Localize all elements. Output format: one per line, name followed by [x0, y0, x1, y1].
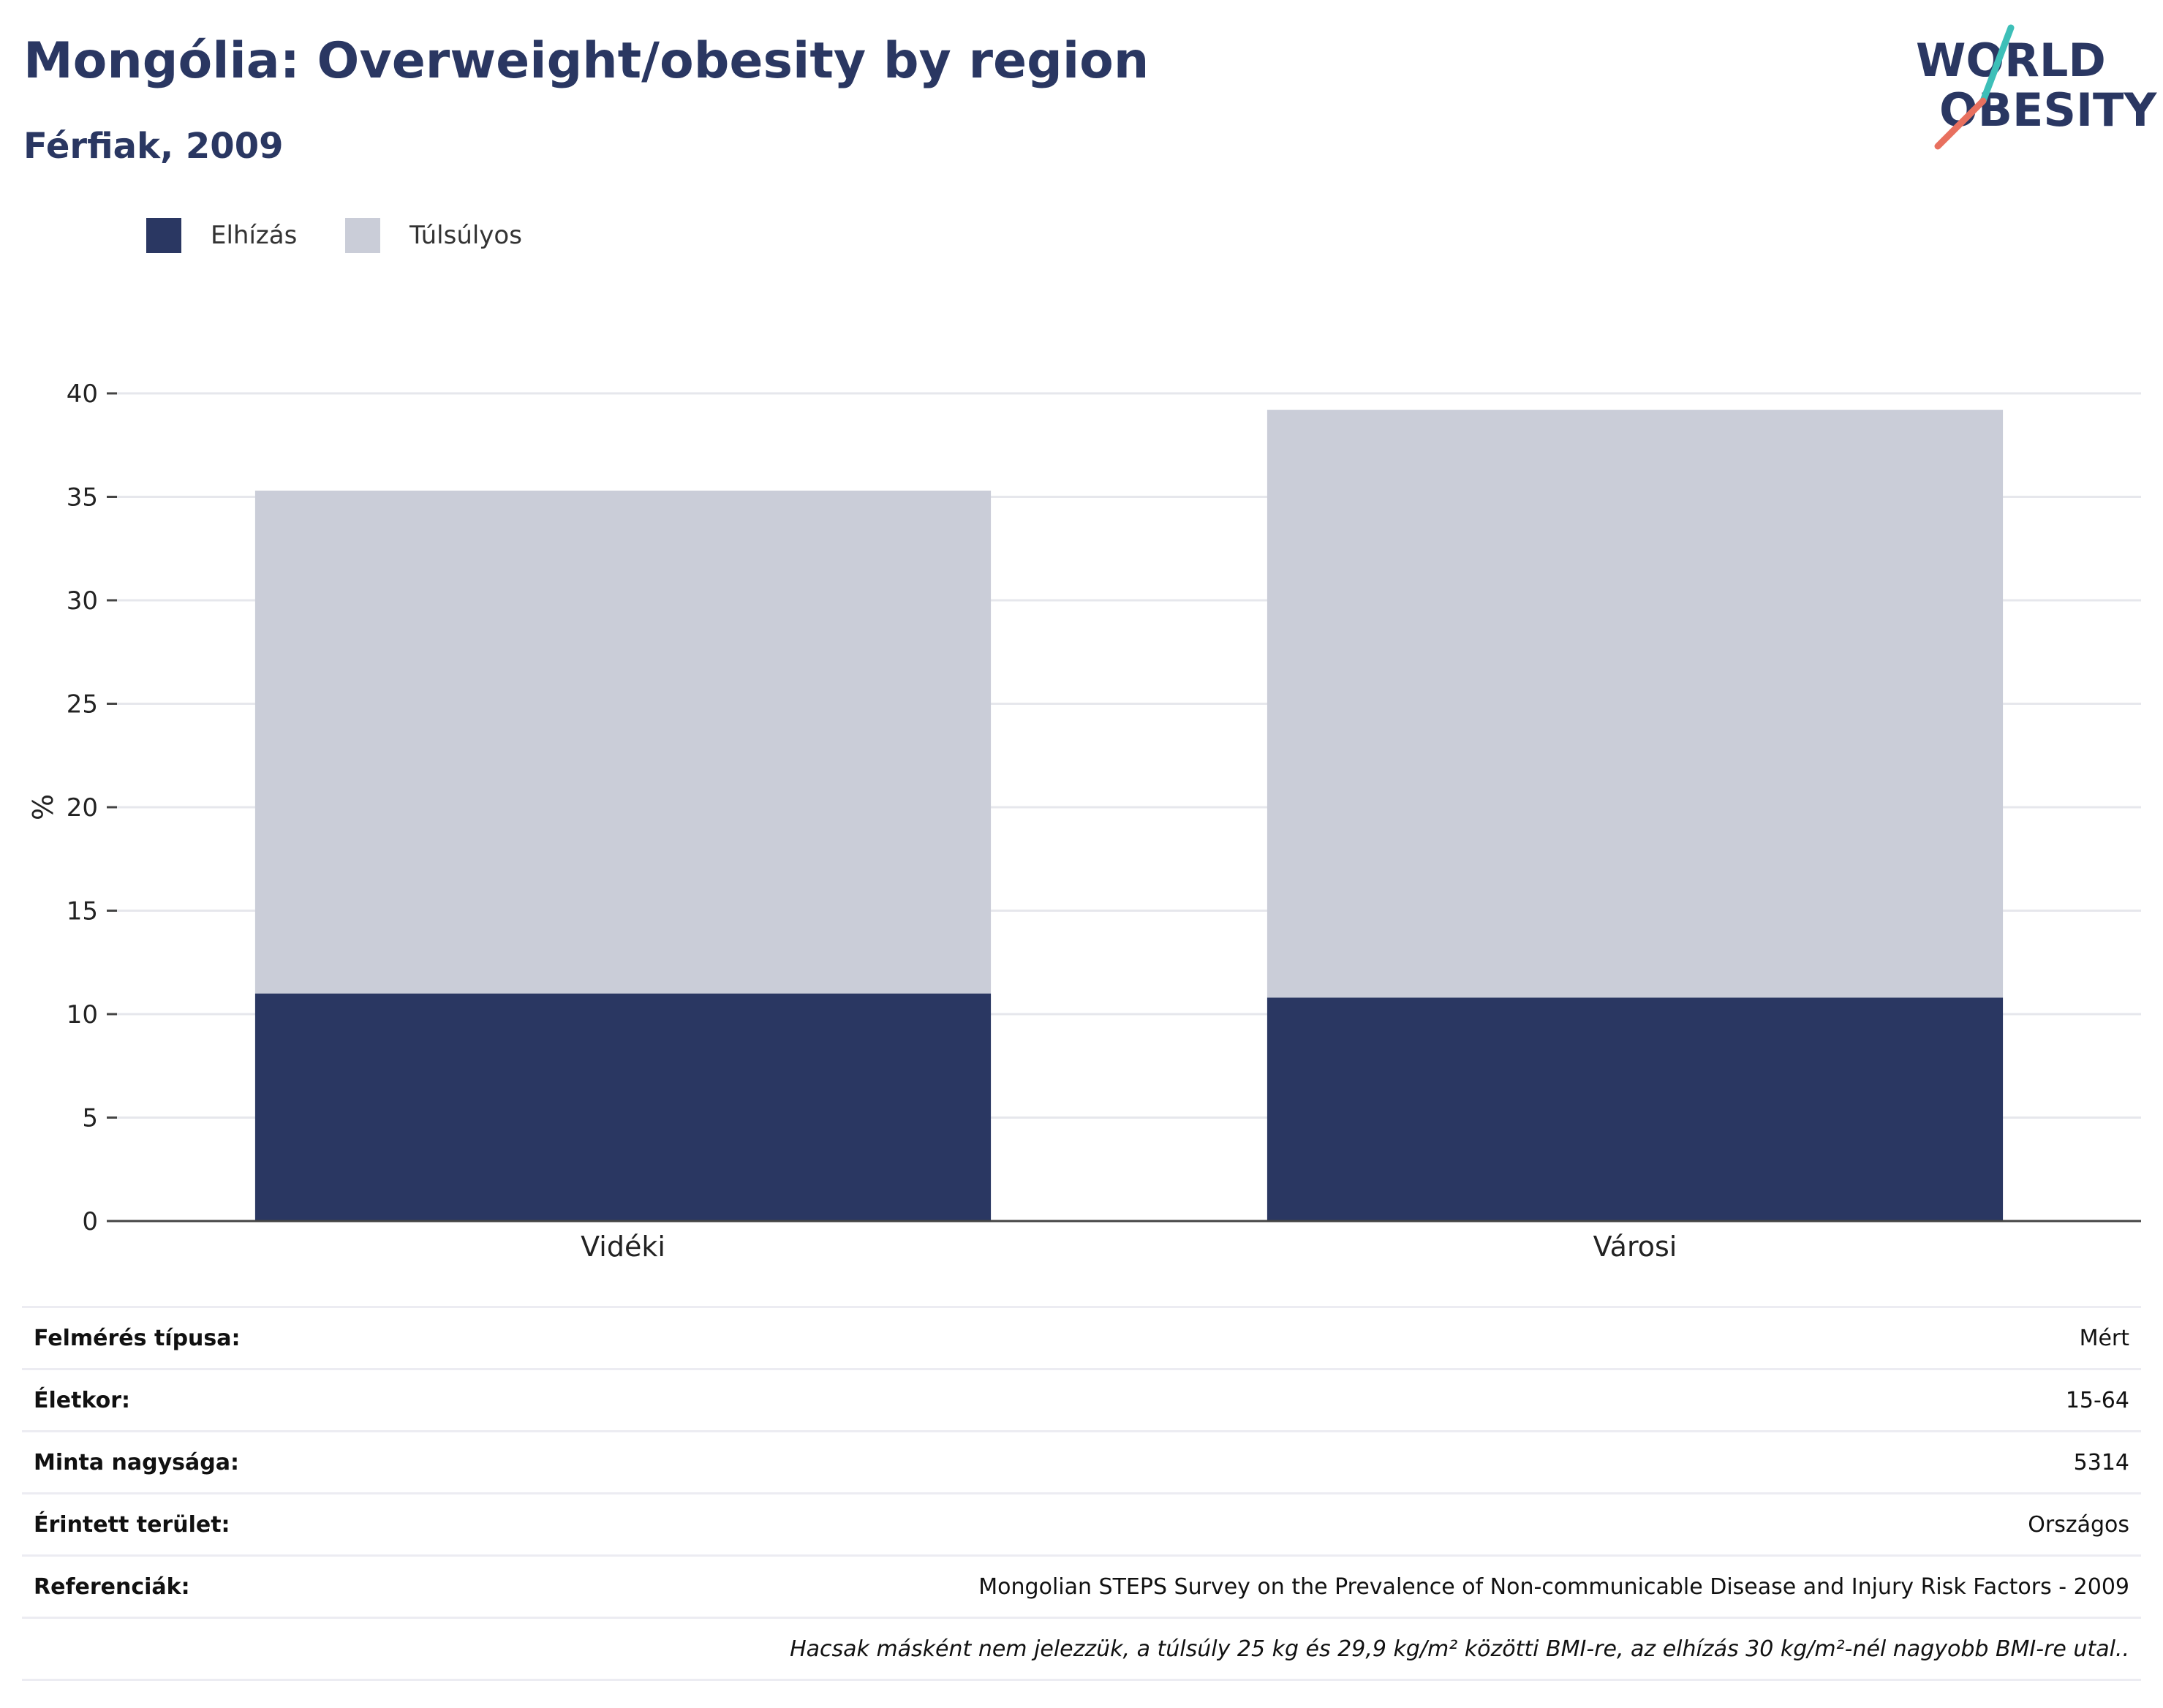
- info-value-sample-size: 5314: [2073, 1449, 2129, 1475]
- y-tick-label-40: 40: [67, 379, 98, 409]
- legend-item-obesity[interactable]: Elhízás: [146, 216, 297, 254]
- y-tick-label-20: 20: [67, 793, 98, 823]
- y-tick-label-0: 0: [82, 1207, 98, 1236]
- y-axis-label: %: [27, 794, 59, 820]
- survey-info-table: Felmérés típusa: Mért Életkor: 15-64 Min…: [22, 1306, 2141, 1681]
- stacked-bar-chart: 0 5 10 15 20 25 30 35 40 Vidéki Városi%: [27, 379, 2141, 1263]
- logo-slash-top: [1979, 24, 2015, 105]
- info-value-references: Mongolian STEPS Survey on the Prevalence…: [978, 1573, 2129, 1600]
- info-value-survey-type: Mért: [2079, 1325, 2129, 1351]
- y-tick-label-10: 10: [67, 1000, 98, 1029]
- bar-overweight-1[interactable]: [1267, 409, 2004, 998]
- y-tick-label-15: 15: [67, 897, 98, 926]
- info-note-bmi-definition: Hacsak másként nem jelezzük, a túlsúly 2…: [790, 1636, 2129, 1662]
- bar-obesity-1[interactable]: [1267, 997, 2004, 1221]
- x-tick-label-0: Vidéki: [581, 1231, 665, 1263]
- legend-swatch-obesity: [146, 218, 181, 253]
- info-value-area: Országos: [2028, 1511, 2129, 1538]
- bars: [254, 409, 2004, 1221]
- info-label-survey-type: Felmérés típusa:: [34, 1325, 241, 1351]
- chart-subtitle: Férfiak, 2009: [23, 126, 284, 167]
- logo-word-world: WORLD: [1916, 34, 2106, 87]
- bar-overweight-0[interactable]: [254, 491, 992, 994]
- info-row-area: Érintett terület: Országos: [22, 1492, 2141, 1554]
- info-value-age: 15-64: [2065, 1387, 2129, 1413]
- axes: 0 5 10 15 20 25 30 35 40 Vidéki Városi%: [27, 379, 2141, 1263]
- legend-item-overweight[interactable]: Túlsúlyos: [345, 216, 522, 254]
- legend-swatch-overweight: [345, 218, 380, 253]
- info-row-references: Referenciák: Mongolian STEPS Survey on t…: [22, 1554, 2141, 1617]
- y-tick-label-30: 30: [67, 586, 98, 616]
- legend-label-overweight: Túlsúlyos: [409, 221, 522, 250]
- info-label-area: Érintett terület:: [34, 1511, 230, 1538]
- y-tick-label-25: 25: [67, 690, 98, 719]
- logo-slash-bottom: [1934, 97, 1987, 150]
- legend-label-obesity: Elhízás: [211, 221, 298, 250]
- y-tick-label-35: 35: [67, 483, 98, 513]
- logo-slash-icon: [1934, 24, 2015, 150]
- bar-obesity-0[interactable]: [254, 993, 992, 1221]
- info-label-age: Életkor:: [34, 1387, 131, 1413]
- info-row-age: Életkor: 15-64: [22, 1368, 2141, 1430]
- info-label-references: Referenciák:: [34, 1573, 190, 1600]
- info-row-survey-type: Felmérés típusa: Mért: [22, 1306, 2141, 1368]
- info-row-sample-size: Minta nagysága: 5314: [22, 1430, 2141, 1492]
- world-obesity-logo: WORLD OBESITY: [1901, 20, 2156, 152]
- info-label-sample-size: Minta nagysága:: [34, 1449, 239, 1475]
- chart-title: Mongólia: Overweight/obesity by region: [23, 32, 1150, 90]
- x-tick-label-1: Városi: [1593, 1231, 1677, 1263]
- y-tick-label-5: 5: [82, 1104, 98, 1133]
- info-row-note: Hacsak másként nem jelezzük, a túlsúly 2…: [22, 1617, 2141, 1681]
